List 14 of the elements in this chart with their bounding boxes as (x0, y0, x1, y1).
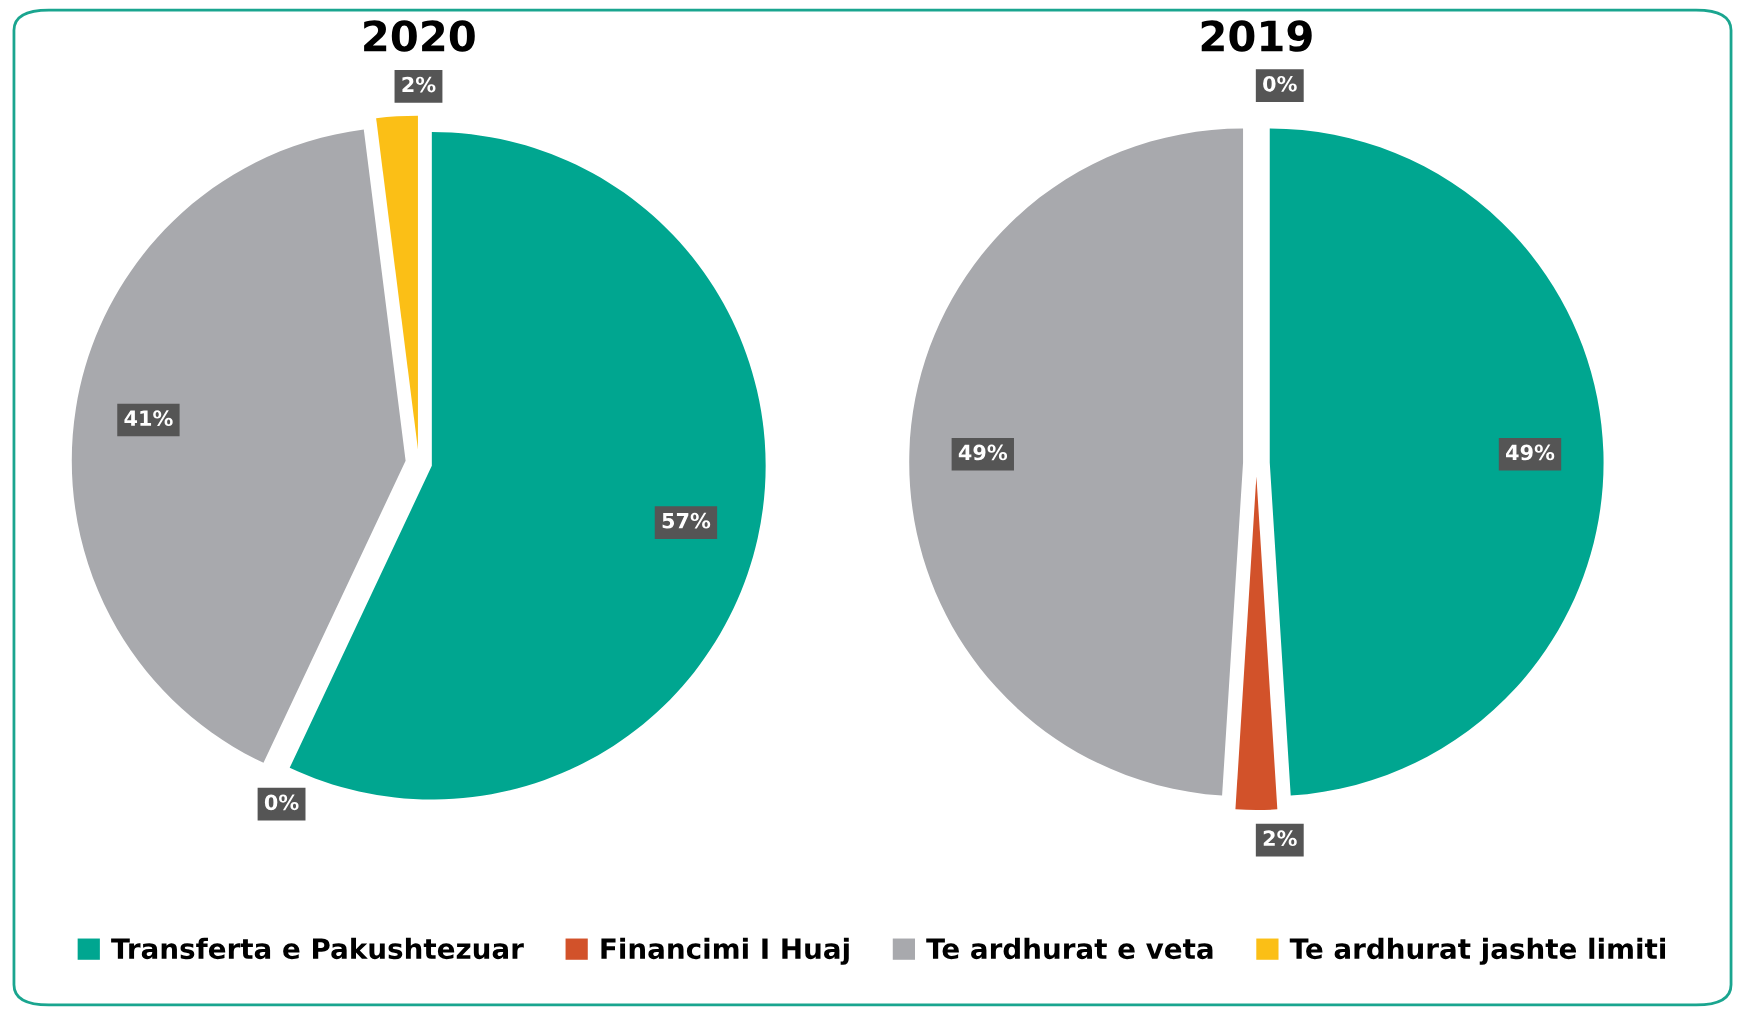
data-label: 2% (402, 76, 436, 93)
data-label: 41% (124, 410, 173, 427)
chart-title: 2020 (364, 20, 475, 52)
chart-title: 2019 (1201, 20, 1312, 52)
text: 0% (264, 794, 299, 811)
legend-label: Te ardhurat e veta (926, 937, 1213, 960)
text: 0% (1263, 75, 1297, 92)
data-label: 49% (1506, 444, 1555, 461)
legend-label: Transferta e Pakushtezuar (111, 937, 524, 960)
data-label: 57% (662, 512, 711, 529)
data-label: 49% (958, 444, 1008, 461)
legend-label: Financimi I Huaj (601, 937, 849, 965)
data-label: 2% (1263, 830, 1297, 847)
legend-label: Te ardhurat jashte limiti (1289, 937, 1666, 965)
